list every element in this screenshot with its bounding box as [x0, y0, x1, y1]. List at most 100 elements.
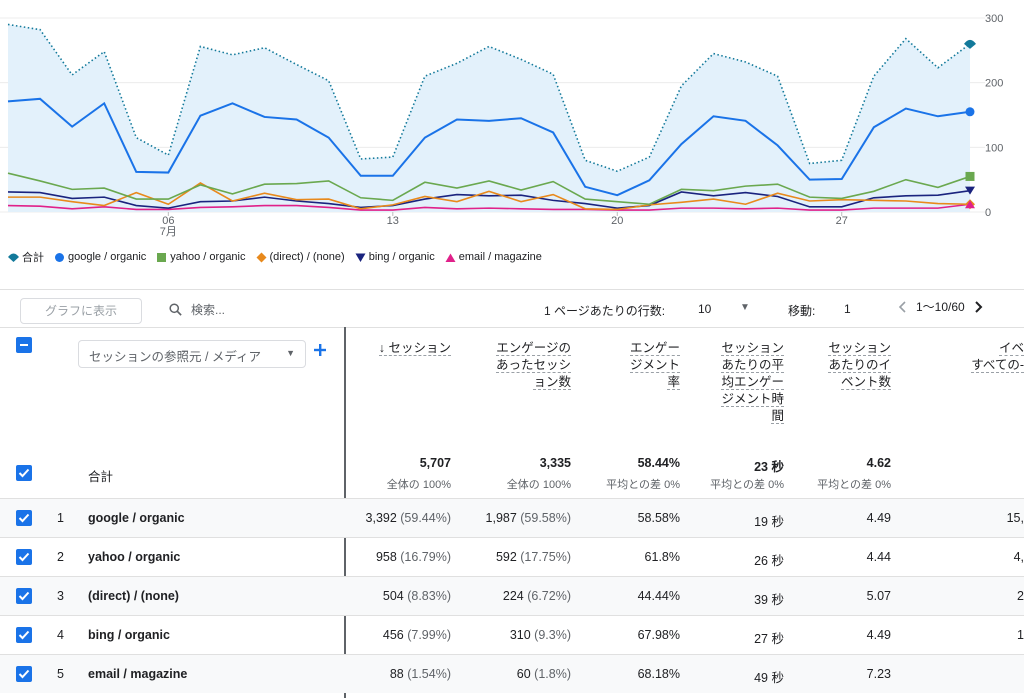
metric-percent: (8.83%) [403, 589, 451, 603]
series-line [7, 189, 971, 209]
row-metric-cell: 504 (8.83%) [341, 589, 451, 603]
table-row[interactable]: 2 yahoo / organic 958 (16.79%) 592 (17.75%)… [0, 537, 1024, 576]
row-checkbox[interactable] [16, 588, 32, 604]
x-tick-label: 20 [611, 215, 623, 227]
row-metric-cell: 4.49 [801, 511, 891, 525]
totals-value: 58.44% [637, 456, 680, 470]
metric-value: 5.07 [866, 589, 891, 603]
select-all-checkbox[interactable] [16, 337, 32, 353]
metric-value: 58.58% [637, 511, 680, 525]
row-metric-cell: 68.18% [590, 667, 680, 681]
table-row[interactable]: 3 (direct) / (none) 504 (8.83%) 224 (6.72%)… [0, 576, 1024, 615]
column-header-label: エンゲージの [496, 341, 571, 356]
row-metric-cell: 58.58% [590, 511, 680, 525]
column-header-label: あたりの平 [721, 358, 784, 373]
goto-input[interactable]: 1 [844, 302, 851, 316]
row-dimension-value[interactable]: google / organic [88, 511, 185, 525]
column-header[interactable]: セッション あたりの平 均エンゲー ジメント時間 [694, 340, 784, 425]
row-number: 3 [57, 589, 64, 603]
legend-symbol-icon [157, 252, 167, 262]
row-checkbox[interactable] [16, 510, 32, 526]
legend-item: (direct) / (none) [256, 251, 345, 263]
totals-checkbox[interactable] [16, 465, 32, 481]
metric-percent: (16.79%) [396, 550, 451, 564]
row-metric-cell: 3,392 (59.44%) [341, 511, 451, 525]
next-page-icon[interactable] [973, 300, 983, 314]
metric-value: 44.44% [637, 589, 680, 603]
dimension-select[interactable]: セッションの参照元 / メディア ▼ [78, 340, 306, 368]
table-row[interactable]: 1 google / organic 3,392 (59.44%) 1,987 (59… [0, 498, 1024, 537]
column-header-label: ョン数 [533, 375, 571, 390]
legend-label: google / organic [68, 251, 147, 263]
x-tick-label: 13 [387, 215, 399, 227]
search-box[interactable]: 検索... [168, 301, 225, 318]
legend-label: email / magazine [458, 251, 542, 263]
totals-value: 4.62 [866, 456, 891, 470]
row-dimension-value[interactable]: yahoo / organic [88, 550, 181, 564]
metric-percent: (17.75%) [516, 550, 571, 564]
column-header-label: ジメント [629, 358, 680, 373]
table-row[interactable]: 4 bing / organic 456 (7.99%) 310 (9.3%) 67.9… [0, 615, 1024, 654]
row-checkbox[interactable] [16, 549, 32, 565]
legend-label: yahoo / organic [170, 251, 246, 263]
row-metric-cell: 60 (1.8%) [471, 667, 571, 681]
row-metric-cell: 5.07 [801, 589, 891, 603]
row-metric-cell: 1 [944, 628, 1024, 642]
column-header-label: セッション [828, 341, 891, 356]
y-tick-label: 300 [985, 13, 1003, 25]
x-month-label: 7月 [160, 226, 177, 238]
plot-rows-button[interactable]: グラフに表示 [20, 298, 142, 324]
prev-page-icon[interactable] [898, 300, 908, 314]
table-toolbar: グラフに表示 検索... 1 ページあたりの行数: 10 ▼ 移動: 1 1〜1… [0, 290, 1024, 328]
metric-percent: (59.58%) [516, 511, 571, 525]
column-header[interactable]: イベ すべての- [944, 340, 1024, 374]
totals-subtext: 平均との差 0% [606, 479, 680, 491]
row-number: 4 [57, 628, 64, 642]
metric-percent: (1.8%) [530, 667, 571, 681]
metric-value: 68.18% [637, 667, 680, 681]
row-checkbox[interactable] [16, 666, 32, 682]
chevron-down-icon[interactable]: ▼ [740, 302, 750, 313]
column-header[interactable]: エンゲージの あったセッシ ョン数 [471, 340, 571, 391]
column-header[interactable]: セッションあたりのイベント数 [801, 340, 891, 391]
legend-item: google / organic [54, 251, 146, 263]
column-header-label: 均エンゲー [721, 375, 784, 390]
column-header[interactable]: エンゲー ジメント率 [590, 340, 680, 391]
row-dimension-value[interactable]: bing / organic [88, 628, 170, 642]
row-metric-cell: 67.98% [590, 628, 680, 642]
series-line [7, 203, 971, 211]
row-metric-cell: 49 秒 [694, 667, 784, 686]
metric-value: 39 秒 [754, 593, 784, 607]
metric-value: 15, [1006, 511, 1024, 525]
row-metric-cell: 4.44 [801, 550, 891, 564]
column-header-label: イベ [998, 341, 1024, 356]
column-header-label: あたりのイ [828, 358, 891, 373]
row-checkbox[interactable] [16, 627, 32, 643]
row-metric-cell: 15, [944, 511, 1024, 525]
row-metric-cell: 310 (9.3%) [471, 628, 571, 642]
metric-value: 4.49 [866, 511, 891, 525]
metric-value: 60 [516, 667, 531, 681]
table-row[interactable]: 5 email / magazine 88 (1.54%) 60 (1.8%) 68.1… [0, 654, 1024, 693]
metric-percent: (59.44%) [396, 511, 451, 525]
totals-value: 23 秒 [754, 460, 784, 474]
search-input[interactable]: 検索... [191, 303, 226, 317]
column-header[interactable]: ↓ セッション [341, 340, 451, 357]
row-dimension-value[interactable]: (direct) / (none) [88, 589, 179, 603]
row-metric-cell: 26 秒 [694, 550, 784, 569]
metric-percent: (1.54%) [403, 667, 451, 681]
column-header-label: ↓ セッション [378, 341, 451, 356]
row-dimension-value[interactable]: email / magazine [88, 667, 188, 681]
metric-value: 1 [1017, 628, 1024, 642]
goto-label: 移動: [788, 304, 816, 318]
metric-value: 456 [382, 628, 404, 642]
metric-percent: (7.99%) [403, 628, 451, 642]
legend-symbol-icon [355, 253, 366, 262]
rows-per-page-select[interactable]: 10 [698, 302, 712, 316]
legend-item: yahoo / organic [156, 251, 246, 263]
column-header-label: ベント数 [840, 375, 891, 390]
add-dimension-icon[interactable] [313, 343, 327, 357]
row-metric-cell: 44.44% [590, 589, 680, 603]
divider [0, 289, 1024, 290]
totals-subtext: 平均との差 0% [710, 479, 784, 491]
